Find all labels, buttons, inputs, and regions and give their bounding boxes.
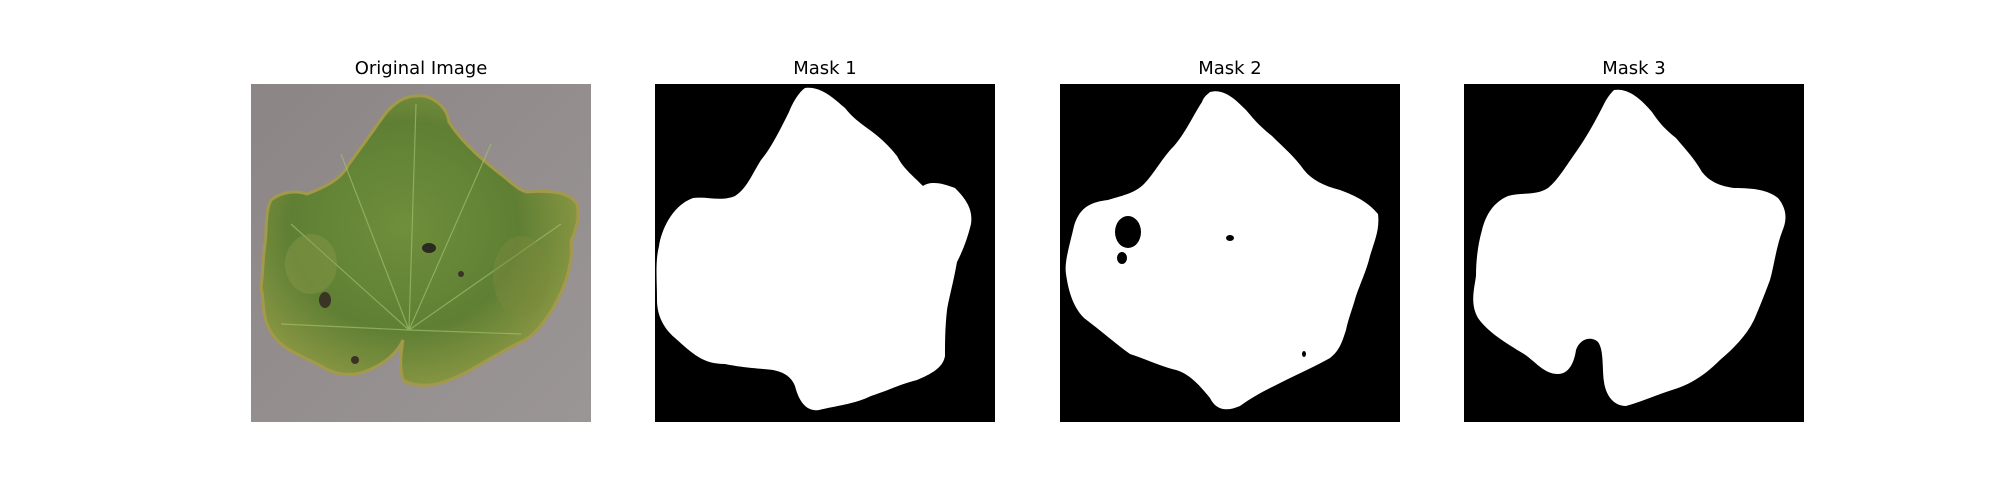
panel-title: Original Image <box>354 58 488 79</box>
mask-2-image <box>1060 84 1400 422</box>
panel-title: Mask 3 <box>1602 58 1666 79</box>
mask-3-image <box>1464 84 1804 422</box>
panel-mask-3: Mask 3 <box>1464 0 1804 500</box>
panel-title: Mask 2 <box>1198 58 1262 79</box>
panel-mask-1: Mask 1 <box>655 0 995 500</box>
panel-original-image: Original Image <box>251 0 591 500</box>
panel-title: Mask 1 <box>793 58 857 79</box>
panel-mask-2: Mask 2 <box>1060 0 1400 500</box>
original-leaf-photo <box>251 84 591 422</box>
mask-1-image <box>655 84 995 422</box>
